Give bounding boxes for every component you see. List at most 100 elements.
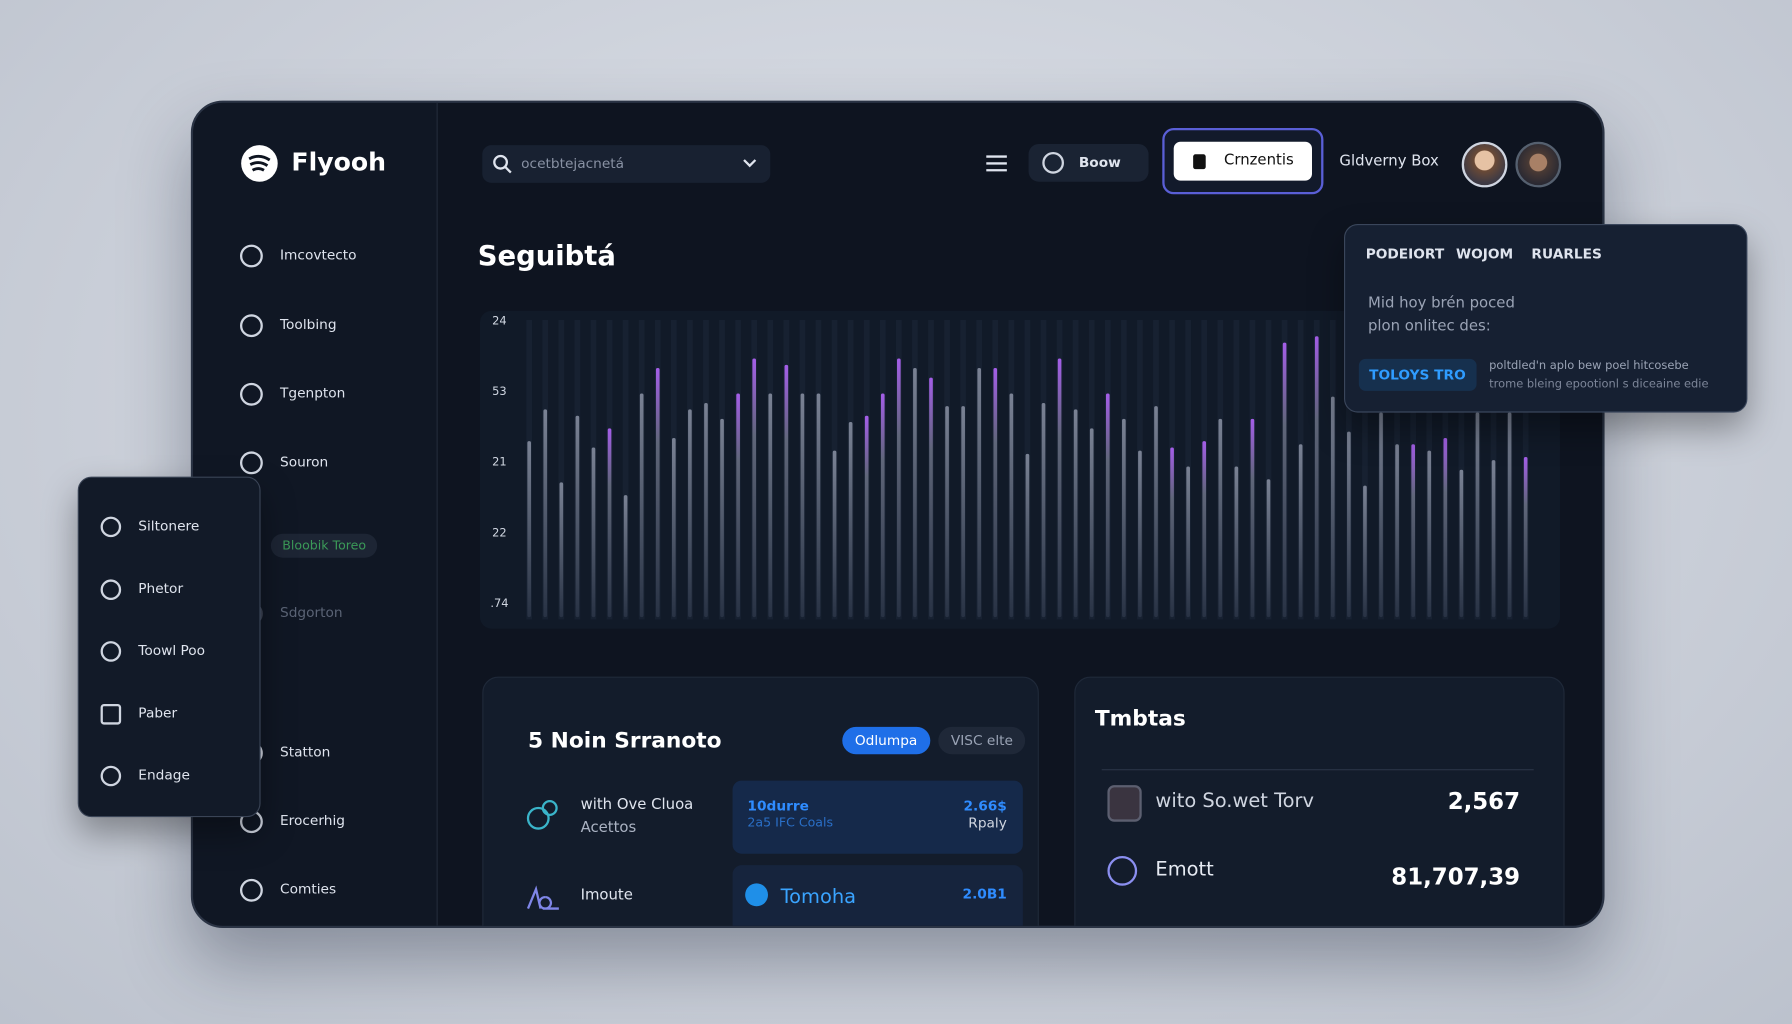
page-title: Seguibtá bbox=[477, 239, 616, 272]
bar bbox=[543, 409, 548, 618]
sidebar-item[interactable]: Sdgorton bbox=[279, 604, 343, 621]
bar bbox=[1491, 460, 1496, 618]
sidebar-item[interactable]: Souron bbox=[279, 453, 329, 470]
bar bbox=[1427, 450, 1432, 618]
menu-icon[interactable] bbox=[985, 153, 1008, 174]
flyout-icon bbox=[100, 578, 122, 600]
brand-logo bbox=[241, 145, 278, 182]
sidebar-item-active[interactable]: Bloobik Toreo bbox=[270, 533, 378, 558]
bar bbox=[945, 406, 949, 618]
flyout-icon bbox=[100, 765, 122, 787]
popup-tab[interactable]: WOJOM bbox=[1455, 245, 1514, 262]
row-label: Imoute bbox=[580, 886, 633, 904]
popup-text: plon onlitec des: bbox=[1367, 317, 1491, 335]
button-boow[interactable]: Boow bbox=[1028, 143, 1149, 182]
bar bbox=[1138, 450, 1142, 618]
row-label: wito So.wet Torv bbox=[1155, 789, 1315, 813]
search-box[interactable]: ocetbtejacnetá bbox=[482, 145, 771, 183]
pill[interactable]: VISC elte bbox=[938, 726, 1026, 755]
row-icon bbox=[1107, 855, 1138, 886]
tile-sub: 2a5 IFC Coals bbox=[747, 814, 834, 830]
bar bbox=[1154, 406, 1158, 618]
row-label: with Ove Cluoa bbox=[580, 796, 694, 814]
card-totals: Tmbtas wito So.wet Torv 2,567 Emott 81,7… bbox=[1074, 676, 1565, 926]
flyout-item[interactable]: Siltonere bbox=[138, 517, 200, 534]
bar bbox=[575, 415, 580, 618]
bar bbox=[1122, 418, 1126, 618]
bar bbox=[1234, 466, 1239, 618]
sidebar-item[interactable]: Erocerhig bbox=[279, 812, 345, 829]
bar bbox=[736, 393, 740, 618]
card-streams: 5 Noin Srranoto Odlumpa VISC elte with O… bbox=[482, 676, 1039, 926]
popup-text: Mid hoy brén poced bbox=[1367, 294, 1515, 312]
bar bbox=[1186, 466, 1190, 618]
flyout-item[interactable]: Phetor bbox=[138, 579, 184, 596]
chart-stripe bbox=[1362, 319, 1368, 620]
flyout-item[interactable]: Paber bbox=[138, 704, 178, 721]
search-icon bbox=[493, 154, 512, 174]
sidebar-item[interactable]: Comties bbox=[279, 881, 337, 898]
sidebar-icon bbox=[239, 382, 263, 406]
bar bbox=[897, 358, 901, 618]
popup-tab[interactable]: RUARLES bbox=[1531, 245, 1602, 262]
axis-label: .74 bbox=[490, 596, 508, 610]
tile[interactable]: Tomoha 2.0B1 bbox=[732, 865, 1023, 926]
row-value: 81,707,39 bbox=[1391, 862, 1520, 891]
flyout-item[interactable]: Toowl Poo bbox=[138, 642, 206, 659]
card-title: 5 Noin Srranoto bbox=[527, 727, 722, 754]
axis-label: 21 bbox=[492, 455, 507, 469]
bar bbox=[993, 368, 998, 618]
bar bbox=[1411, 444, 1415, 618]
bar bbox=[1330, 396, 1335, 618]
bar bbox=[1523, 457, 1528, 618]
pill-active[interactable]: Odlumpa bbox=[842, 726, 930, 755]
bar bbox=[768, 393, 773, 618]
bar bbox=[527, 441, 532, 618]
tile-title: 10durre bbox=[747, 797, 809, 814]
bar bbox=[623, 495, 628, 618]
bar bbox=[1073, 409, 1078, 618]
button-crnzentis[interactable]: Crnzentis bbox=[1173, 141, 1312, 181]
avatar[interactable] bbox=[1515, 141, 1562, 188]
axis-label: 53 bbox=[492, 384, 507, 398]
bar bbox=[688, 409, 692, 618]
flyout-item[interactable]: Endage bbox=[138, 766, 190, 783]
flyout-icon bbox=[100, 641, 122, 662]
bar bbox=[848, 422, 853, 618]
chat-icon bbox=[1042, 151, 1064, 174]
axis-label: 24 bbox=[492, 314, 507, 328]
avatar[interactable] bbox=[1461, 141, 1508, 188]
bar bbox=[1041, 402, 1046, 618]
bar bbox=[929, 377, 933, 618]
bar bbox=[1507, 412, 1512, 618]
dropdown-arrow bbox=[743, 159, 757, 168]
sidebar-item[interactable]: Imcovtecto bbox=[279, 246, 357, 263]
chart-stripe bbox=[1265, 319, 1272, 620]
bar bbox=[1395, 444, 1399, 618]
popup-tab[interactable]: PODEIORT bbox=[1365, 245, 1445, 262]
button-frame: Crnzentis bbox=[1162, 127, 1324, 195]
card-title: Tmbtas bbox=[1094, 706, 1186, 732]
bar bbox=[913, 368, 917, 618]
row-icon bbox=[526, 799, 558, 830]
popup-button[interactable]: TOLOYS TRO bbox=[1358, 358, 1477, 391]
divider bbox=[1101, 769, 1534, 771]
bar bbox=[1475, 412, 1480, 618]
sidebar-item[interactable]: Tgenpton bbox=[279, 385, 346, 402]
bar bbox=[1105, 393, 1110, 618]
sidebar-item[interactable]: Toolbing bbox=[279, 316, 337, 333]
bar bbox=[752, 358, 757, 618]
bar bbox=[800, 393, 805, 618]
bar bbox=[1266, 479, 1271, 618]
bar bbox=[559, 482, 564, 618]
button-label: Boow bbox=[1078, 154, 1121, 171]
axis-label: 22 bbox=[492, 525, 507, 539]
sidebar-item[interactable]: Statton bbox=[279, 743, 331, 760]
tile[interactable]: 10durre 2a5 IFC Coals 2.66$ Rpaly bbox=[732, 780, 1023, 854]
bar bbox=[720, 418, 724, 618]
row-label: Emott bbox=[1155, 858, 1214, 882]
bar bbox=[1347, 431, 1351, 618]
sidebar-icon bbox=[239, 451, 263, 475]
bar bbox=[961, 406, 965, 618]
bar bbox=[1459, 469, 1464, 618]
